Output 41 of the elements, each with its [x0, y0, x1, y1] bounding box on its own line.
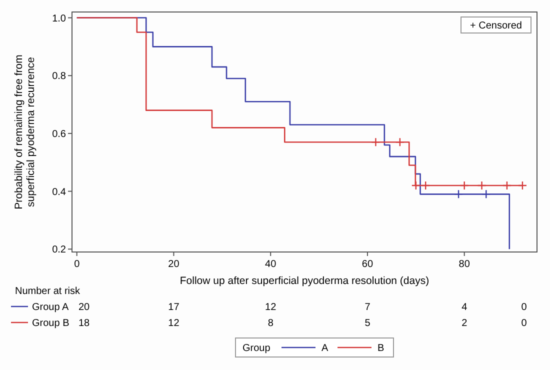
- point: [420, 180, 430, 190]
- x-axis-title: Follow up after superficial pyoderma resolution (days): [180, 275, 430, 287]
- x-tick-label: 60: [362, 259, 374, 270]
- text: 12: [265, 302, 277, 313]
- point: [395, 138, 405, 147]
- annotation: + Censored: [470, 20, 522, 32]
- point: [502, 180, 512, 190]
- point: [482, 190, 491, 199]
- y-tick-label: 0.8: [52, 71, 66, 82]
- text: Group B: [32, 318, 70, 329]
- y-tick-label: 1.0: [52, 13, 66, 24]
- text: 0: [521, 318, 528, 329]
- x-tick-label: 20: [168, 259, 180, 270]
- text: 17: [168, 302, 180, 313]
- text: 7: [364, 302, 371, 313]
- text: 5: [364, 318, 371, 329]
- text: 0: [521, 302, 528, 313]
- text: 18: [78, 318, 90, 329]
- x-tick-label: 0: [74, 259, 80, 270]
- text: Number at risk: [15, 286, 82, 297]
- legend-title: Group: [242, 343, 271, 354]
- y-tick-label: 0.2: [52, 244, 66, 256]
- legend-label: B: [378, 343, 384, 354]
- x-tick-label: 40: [265, 259, 277, 270]
- text: 12: [168, 318, 180, 329]
- y-tick-label: 0.6: [52, 128, 66, 140]
- point: [460, 180, 469, 190]
- text: 2: [462, 318, 468, 329]
- point: [477, 180, 486, 190]
- point: [371, 138, 380, 147]
- x-tick-label: 80: [458, 259, 470, 270]
- y-axis-title: Probability of remaining free from superficial pyoderma recurrence: [13, 54, 37, 210]
- point: [518, 180, 528, 190]
- point: [454, 190, 464, 199]
- point: [411, 180, 421, 190]
- text: Group A: [32, 302, 70, 313]
- text: 4: [462, 302, 468, 313]
- text: 20: [78, 302, 90, 313]
- text: 8: [268, 318, 274, 329]
- legend-label: A: [322, 343, 328, 354]
- y-tick-label: 0.4: [52, 186, 66, 198]
